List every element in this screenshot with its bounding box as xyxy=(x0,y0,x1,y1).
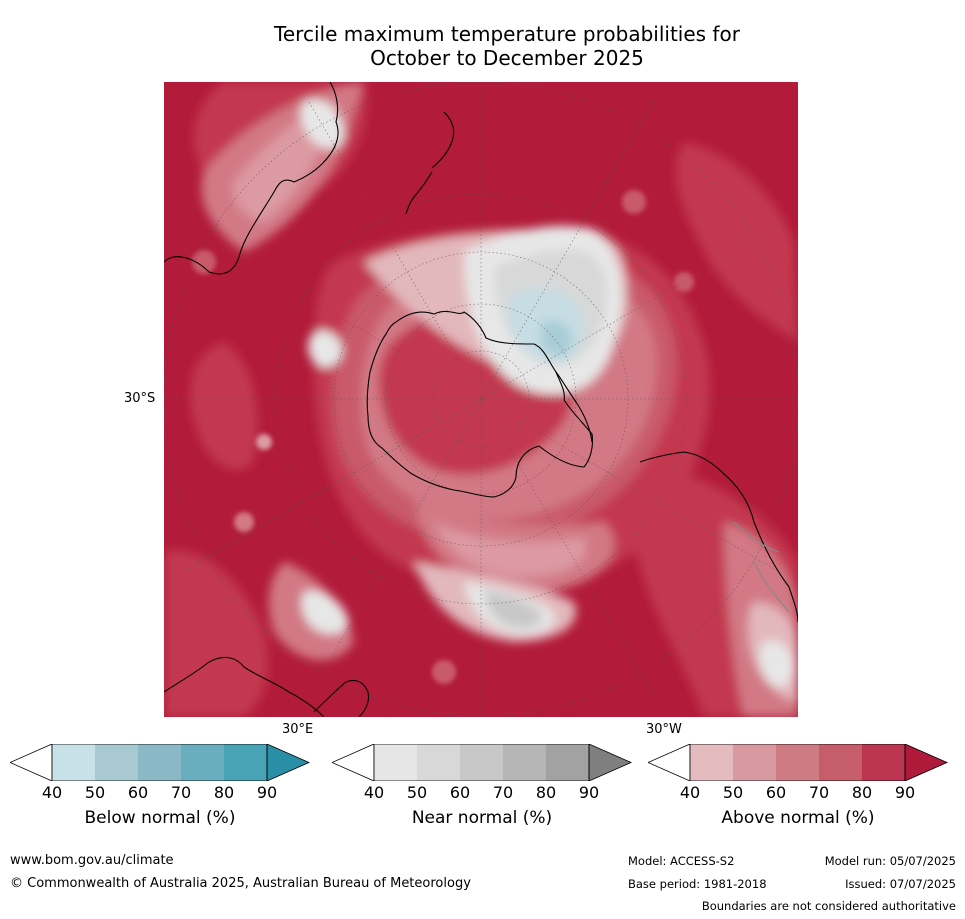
tick-label: 80 xyxy=(213,783,235,802)
tick-label: 60 xyxy=(127,783,149,802)
colorbar-segment xyxy=(52,744,95,781)
copyright-text: © Commonwealth of Australia 2025, Austra… xyxy=(10,876,471,891)
longitude-label-30w: 30°W xyxy=(646,722,682,737)
tick-label: 70 xyxy=(808,783,830,802)
coastlines xyxy=(164,82,798,717)
colorbar-segment xyxy=(819,744,862,781)
colorbar-outline xyxy=(373,744,590,781)
colorbar-segment xyxy=(862,744,905,781)
region-near-40 xyxy=(308,330,342,368)
region-below-60 xyxy=(540,320,573,356)
colorbar-below-normal xyxy=(10,744,310,781)
colorbar-ticks-near: 40 50 60 70 80 90 xyxy=(332,783,632,803)
colorbar-segment xyxy=(776,744,819,781)
colorbar-outline xyxy=(51,744,268,781)
colorbar-segment xyxy=(138,744,181,781)
region-near-40 xyxy=(300,99,344,149)
region-above-80 xyxy=(675,142,798,342)
colorbar-arrow-max xyxy=(588,744,632,781)
tick-label: 90 xyxy=(894,783,916,802)
tick-label: 80 xyxy=(535,783,557,802)
tick-label: 40 xyxy=(679,783,701,802)
colorbar-arrow-max xyxy=(266,744,310,781)
polar-probability-map xyxy=(164,82,798,717)
colorbar-segment xyxy=(690,744,733,781)
boundaries-disclaimer: Boundaries are not considered authoritat… xyxy=(701,899,956,913)
tick-label: 70 xyxy=(492,783,514,802)
tick-label: 70 xyxy=(170,783,192,802)
model-name: Model: ACCESS-S2 xyxy=(628,854,735,868)
africa-coastline xyxy=(164,656,325,717)
south-america-coastline xyxy=(639,451,798,623)
model-run-date: Model run: 05/07/2025 xyxy=(824,854,956,868)
tick-label: 80 xyxy=(851,783,873,802)
tick-label: 50 xyxy=(84,783,106,802)
base-period: Base period: 1981-2018 xyxy=(628,877,767,891)
colorbar-segment xyxy=(374,744,417,781)
colorbar-arrow-min xyxy=(332,744,375,781)
new-zealand-north xyxy=(431,111,455,169)
tick-label: 40 xyxy=(363,783,385,802)
shading-layer xyxy=(164,82,798,717)
colorbar-near-normal xyxy=(332,744,632,781)
colorbar-ticks-below: 40 50 60 70 80 90 xyxy=(10,783,310,803)
latitude-label-30s: 30°S xyxy=(124,391,156,406)
new-zealand-south xyxy=(405,171,433,215)
region-near-40 xyxy=(759,640,794,687)
region-near-40 xyxy=(301,591,349,634)
antarctica-coastline xyxy=(366,310,594,498)
tick-label: 60 xyxy=(765,783,787,802)
colorbar-arrow-min xyxy=(10,744,53,781)
antarctic-peninsula-coastline xyxy=(555,371,593,443)
tick-label: 60 xyxy=(449,783,471,802)
colorbar-arrow-min xyxy=(648,744,691,781)
title-line-2: October to December 2025 xyxy=(370,46,644,70)
region-above-50 xyxy=(434,522,586,577)
colorbar-segment xyxy=(503,744,546,781)
website-link[interactable]: www.bom.gov.au/climate xyxy=(10,853,174,868)
colorbar-segment xyxy=(95,744,138,781)
colorbar-label-below: Below normal (%) xyxy=(84,808,236,828)
tick-label: 50 xyxy=(406,783,428,802)
tick-label: 90 xyxy=(256,783,278,802)
madagascar-coastline xyxy=(313,679,370,717)
colorbar-segment xyxy=(546,744,589,781)
colorbar-label-above: Above normal (%) xyxy=(721,808,875,828)
colorbar-segment xyxy=(733,744,776,781)
international-boundaries xyxy=(733,521,790,613)
issued-date: Issued: 07/07/2025 xyxy=(845,877,956,891)
region-above-80 xyxy=(190,342,258,470)
title-line-1: Tercile maximum temperature probabilitie… xyxy=(274,22,740,46)
map-title: Tercile maximum temperature probabilitie… xyxy=(160,22,854,70)
graticule xyxy=(164,82,798,717)
colorbar-arrow-max xyxy=(904,744,948,781)
colorbar-label-near: Near normal (%) xyxy=(411,808,553,828)
colorbar-segment xyxy=(224,744,267,781)
colorbar-segment xyxy=(460,744,503,781)
australia-coastline xyxy=(164,82,339,275)
tick-label: 90 xyxy=(578,783,600,802)
colorbar-segment xyxy=(417,744,460,781)
colorbar-ticks-above: 40 50 60 70 80 90 xyxy=(648,783,948,803)
longitude-label-30e: 30°E xyxy=(282,722,314,737)
region-near-60 xyxy=(484,590,542,629)
tick-label: 50 xyxy=(722,783,744,802)
colorbar-above-normal xyxy=(648,744,948,781)
colorbar-segment xyxy=(181,744,224,781)
colorbar-outline xyxy=(689,744,906,781)
fine-shading-layer xyxy=(192,190,694,684)
tick-label: 40 xyxy=(41,783,63,802)
